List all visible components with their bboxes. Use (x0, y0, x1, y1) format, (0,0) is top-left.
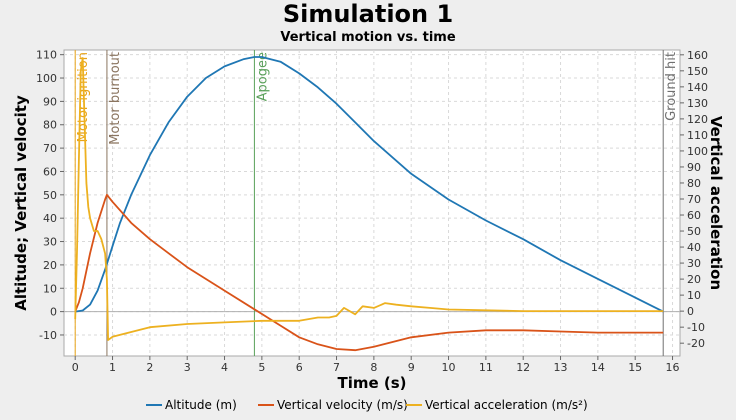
y-right-tick-label: 50 (687, 225, 701, 238)
axes: 0 1 2 3 4 5 6 7 8 9 10 11 12 13 14 15 16-100102030405060… (36, 49, 708, 374)
y-right-tick-label: 140 (687, 81, 708, 94)
y-left-tick-label: 40 (43, 212, 57, 225)
y-right-tick-label: 70 (687, 193, 701, 206)
y-right-tick-label: 120 (687, 113, 708, 126)
y-right-tick-label: 110 (687, 129, 708, 142)
y-right-tick-label: 20 (687, 273, 701, 286)
y-right-tick-label: 130 (687, 97, 708, 110)
y-right-tick-label: -20 (687, 337, 705, 350)
y-right-tick-label: 90 (687, 161, 701, 174)
chart-subtitle: Vertical motion vs. time (280, 30, 455, 45)
y-left-tick-label: 60 (43, 165, 57, 178)
legend-label: Vertical acceleration (m/s²) (425, 398, 588, 412)
event-label: Ground hit (664, 52, 679, 121)
y-right-tick-label: 0 (687, 305, 694, 318)
x-tick-label: 9 (408, 361, 415, 374)
event-label: Motor burnout (108, 52, 123, 145)
y-axis-right-title: Vertical acceleration (707, 116, 725, 290)
x-tick-label: 8 (370, 361, 377, 374)
y-left-tick-label: 110 (36, 49, 57, 62)
y-left-tick-label: -10 (39, 329, 57, 342)
y-right-tick-label: 30 (687, 257, 701, 270)
y-left-tick-label: 30 (43, 236, 57, 249)
plot-area (63, 49, 681, 357)
y-right-tick-label: 100 (687, 145, 708, 158)
y-right-tick-label: 80 (687, 177, 701, 190)
series-line (74, 193, 664, 352)
x-tick-label: 14 (591, 361, 605, 374)
y-left-tick-label: 20 (43, 259, 57, 272)
y-left-tick-label: 90 (43, 95, 57, 108)
series-line (74, 57, 664, 341)
x-tick-label: 5 (258, 361, 265, 374)
y-right-tick-label: 60 (687, 209, 701, 222)
series-line (75, 56, 664, 313)
event-label: Apogee (255, 52, 270, 101)
y-right-tick-label: 10 (687, 289, 701, 302)
x-tick-label: 13 (554, 361, 568, 374)
x-tick-label: 2 (146, 361, 153, 374)
y-right-tick-label: -10 (687, 321, 705, 334)
chart-title: Simulation 1 (283, 0, 453, 28)
y-left-tick-label: 70 (43, 142, 57, 155)
y-left-tick-label: 80 (43, 119, 57, 132)
y-right-tick-label: 40 (687, 241, 701, 254)
x-tick-label: 0 (72, 361, 79, 374)
x-tick-label: 16 (666, 361, 680, 374)
x-tick-label: 1 (109, 361, 116, 374)
x-tick-label: 15 (628, 361, 642, 374)
y-right-tick-label: 150 (687, 65, 708, 78)
x-tick-label: 4 (221, 361, 228, 374)
legend: Altitude (m) Vertical velocity (m/s) Verti… (146, 398, 588, 412)
legend-label: Altitude (m) (165, 398, 237, 412)
x-tick-label: 3 (184, 361, 191, 374)
y-left-tick-label: 100 (36, 72, 57, 85)
y-axis-left-title: Altitude; Vertical velocity (12, 95, 30, 311)
x-tick-label: 10 (442, 361, 456, 374)
legend-label: Vertical velocity (m/s) (277, 398, 408, 412)
y-right-tick-label: 160 (687, 49, 708, 62)
x-tick-label: 12 (516, 361, 530, 374)
x-tick-label: 6 (296, 361, 303, 374)
x-tick-label: 7 (333, 361, 340, 374)
grid-lines (64, 50, 680, 356)
y-left-tick-label: 10 (43, 282, 57, 295)
y-left-tick-label: 50 (43, 189, 57, 202)
x-tick-label: 11 (479, 361, 493, 374)
series-lines (74, 56, 664, 352)
x-axis-title: Time (s) (337, 374, 406, 392)
y-left-tick-label: 0 (50, 306, 57, 319)
